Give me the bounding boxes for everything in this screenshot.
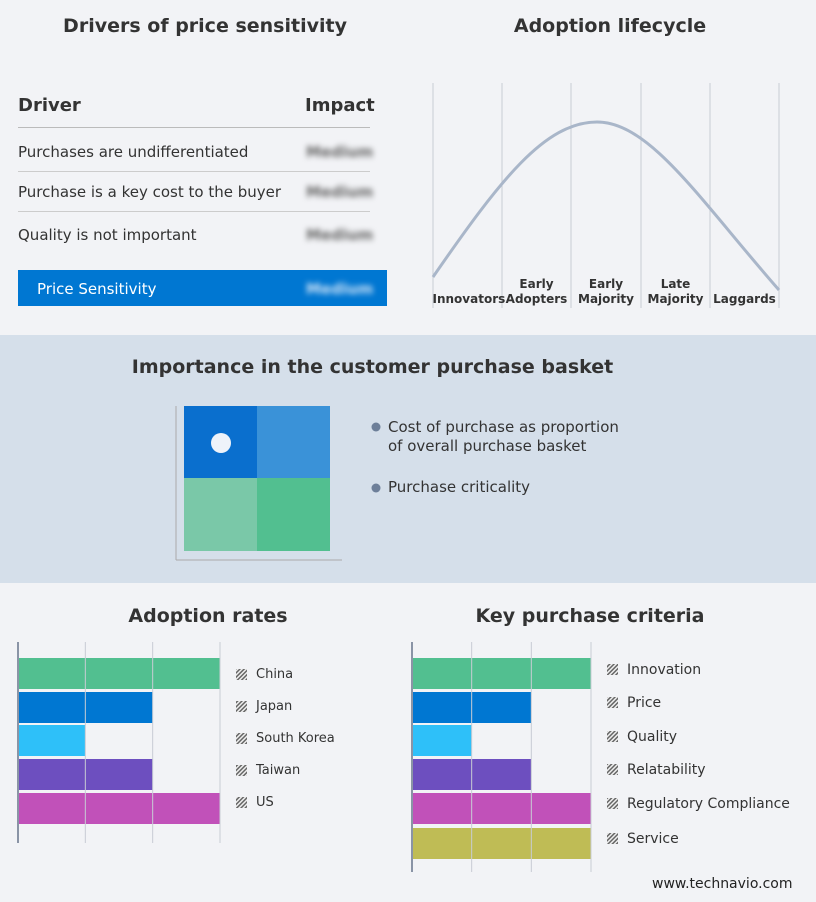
legend-label: Service [627, 831, 679, 847]
legend-swatch [607, 697, 618, 708]
legend-label: China [256, 667, 294, 682]
bar [18, 793, 220, 824]
legend-swatch [607, 764, 618, 775]
bar [18, 658, 220, 689]
legend-swatch [607, 664, 618, 675]
bar [412, 793, 591, 824]
summary-bar [18, 270, 387, 306]
section-title: Drivers of price sensitivity [63, 15, 347, 37]
driver-text: Purchases are undifferentiated [18, 143, 249, 161]
legend-swatch [236, 797, 247, 808]
lifecycle-curve [431, 120, 781, 291]
legend-swatch [236, 765, 247, 776]
legend-label: Regulatory Compliance [627, 796, 790, 812]
legend-dot [371, 422, 381, 432]
summary-impact: Medium [306, 280, 374, 298]
legend-text: Cost of purchase as proportion of overal… [388, 418, 619, 455]
matrix-cell [257, 406, 330, 479]
driver-text: Quality is not important [18, 226, 197, 244]
summary-label: Price Sensitivity [37, 280, 157, 298]
bar [18, 725, 86, 756]
legend-swatch [236, 669, 247, 680]
stage-label: Late Majority [647, 277, 704, 306]
legend-swatch [236, 701, 247, 712]
legend-swatch [236, 733, 247, 744]
legend-label: Taiwan [256, 763, 301, 778]
legend-swatch [607, 798, 618, 809]
matrix-marker [211, 433, 231, 453]
stage-label: Early Adopters [505, 277, 568, 306]
legend-label: Quality [627, 729, 678, 745]
impact-text: Medium [306, 183, 374, 201]
legend-label: South Korea [256, 731, 335, 746]
legend-label: Japan [256, 699, 293, 714]
rule [18, 127, 370, 128]
legend-text: Purchase criticality [388, 478, 531, 496]
table-header: Impact [305, 95, 375, 116]
legend-label: US [256, 795, 274, 810]
rule [18, 211, 370, 212]
matrix-cell [184, 478, 257, 551]
basket-band [0, 335, 816, 583]
footer: www.technavio.com [652, 876, 793, 892]
legend-label: Price [627, 695, 662, 711]
legend-label: Innovation [627, 662, 702, 678]
legend-dot [371, 483, 381, 493]
stage-label: Innovators [432, 292, 506, 306]
section-title: Adoption lifecycle [513, 15, 707, 37]
chart-title: Adoption rates [128, 605, 288, 627]
matrix-cell [257, 478, 330, 551]
section-title: Importance in the customer purchase bask… [131, 356, 614, 378]
bar [412, 828, 591, 859]
stage-label: Early Majority [578, 277, 634, 306]
rule [18, 171, 370, 172]
driver-text: Purchase is a key cost to the buyer [18, 183, 282, 201]
legend-swatch [607, 731, 618, 742]
table-header: Driver [18, 95, 81, 116]
chart-title: Key purchase criteria [475, 605, 705, 627]
bar [412, 725, 472, 756]
legend-swatch [607, 833, 618, 844]
impact-text: Medium [306, 226, 374, 244]
bar [412, 658, 591, 689]
impact-text: Medium [306, 143, 374, 161]
legend-label: Relatability [627, 762, 706, 778]
stage-label: Laggards [713, 292, 776, 306]
